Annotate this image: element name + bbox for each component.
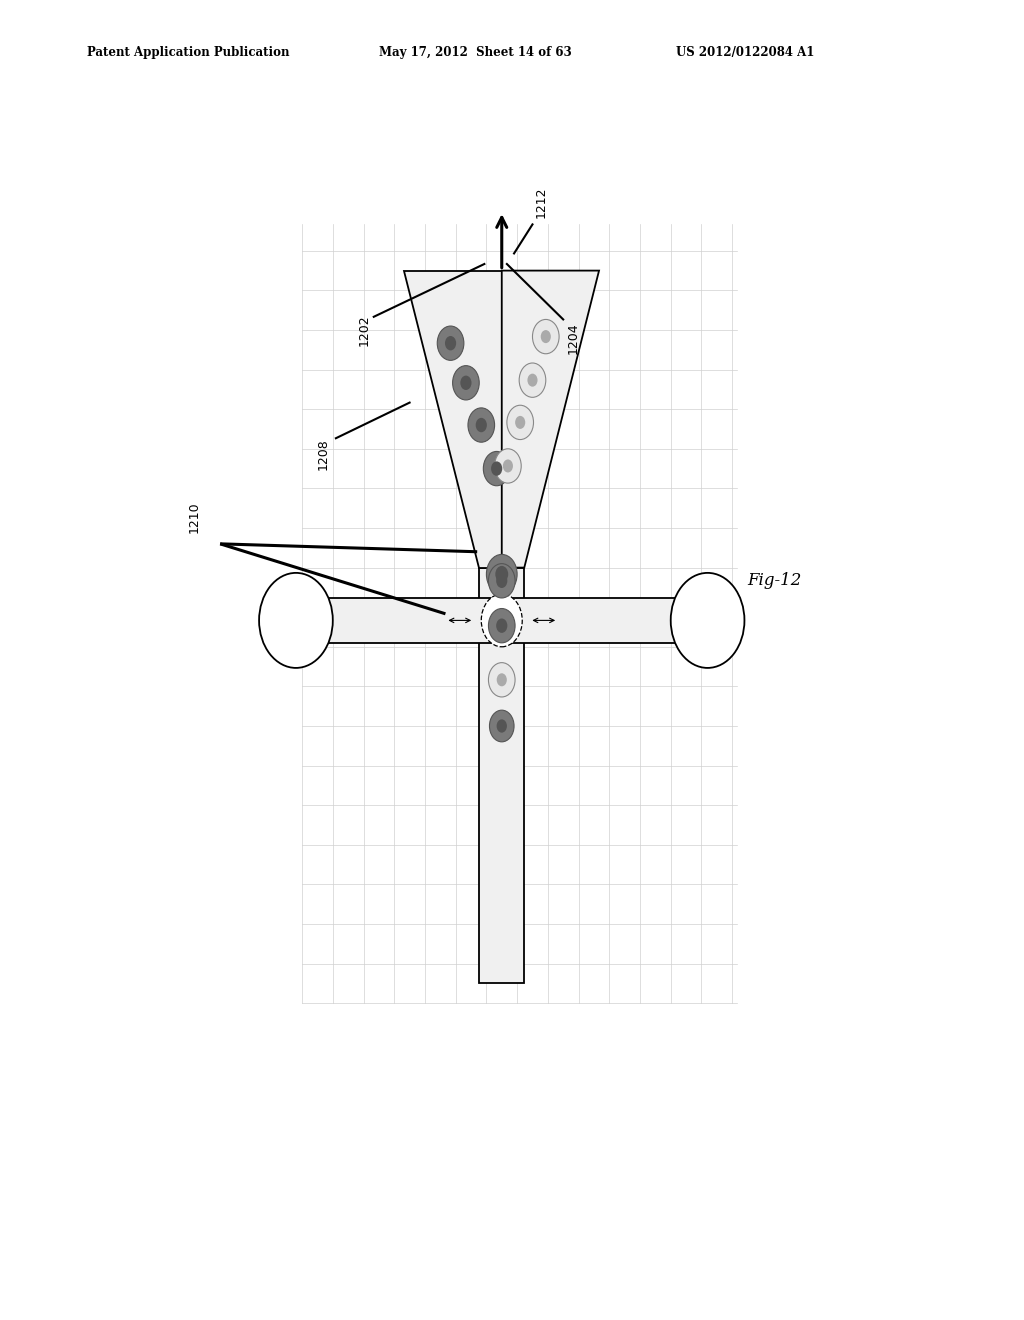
Circle shape bbox=[507, 405, 534, 440]
Polygon shape bbox=[479, 568, 524, 983]
Text: 1208: 1208 bbox=[317, 438, 330, 470]
Circle shape bbox=[527, 374, 538, 387]
Circle shape bbox=[488, 564, 515, 598]
Circle shape bbox=[481, 594, 522, 647]
Text: 1212: 1212 bbox=[535, 186, 547, 218]
Circle shape bbox=[259, 573, 333, 668]
Circle shape bbox=[541, 330, 551, 343]
Circle shape bbox=[461, 376, 471, 389]
Circle shape bbox=[483, 451, 510, 486]
Text: US 2012/0122084 A1: US 2012/0122084 A1 bbox=[676, 46, 814, 59]
Circle shape bbox=[497, 719, 507, 733]
Text: May 17, 2012  Sheet 14 of 63: May 17, 2012 Sheet 14 of 63 bbox=[379, 46, 571, 59]
Circle shape bbox=[492, 462, 502, 475]
Circle shape bbox=[489, 710, 514, 742]
Text: 1210: 1210 bbox=[188, 502, 201, 533]
Circle shape bbox=[497, 574, 507, 587]
Circle shape bbox=[476, 418, 486, 432]
Circle shape bbox=[496, 566, 508, 582]
Text: Fig-12: Fig-12 bbox=[748, 573, 802, 589]
Circle shape bbox=[497, 619, 507, 632]
Circle shape bbox=[486, 554, 517, 594]
Circle shape bbox=[497, 673, 507, 686]
Polygon shape bbox=[502, 271, 599, 568]
Circle shape bbox=[453, 366, 479, 400]
Circle shape bbox=[503, 459, 513, 473]
Circle shape bbox=[519, 363, 546, 397]
Circle shape bbox=[671, 573, 744, 668]
Text: 1202: 1202 bbox=[358, 314, 371, 346]
Polygon shape bbox=[404, 271, 502, 568]
Circle shape bbox=[488, 609, 515, 643]
Text: 1204: 1204 bbox=[567, 322, 580, 354]
Text: Patent Application Publication: Patent Application Publication bbox=[87, 46, 290, 59]
Circle shape bbox=[488, 663, 515, 697]
Circle shape bbox=[445, 337, 456, 350]
Polygon shape bbox=[328, 598, 676, 643]
Circle shape bbox=[495, 449, 521, 483]
Circle shape bbox=[515, 416, 525, 429]
Circle shape bbox=[437, 326, 464, 360]
Circle shape bbox=[532, 319, 559, 354]
Circle shape bbox=[468, 408, 495, 442]
